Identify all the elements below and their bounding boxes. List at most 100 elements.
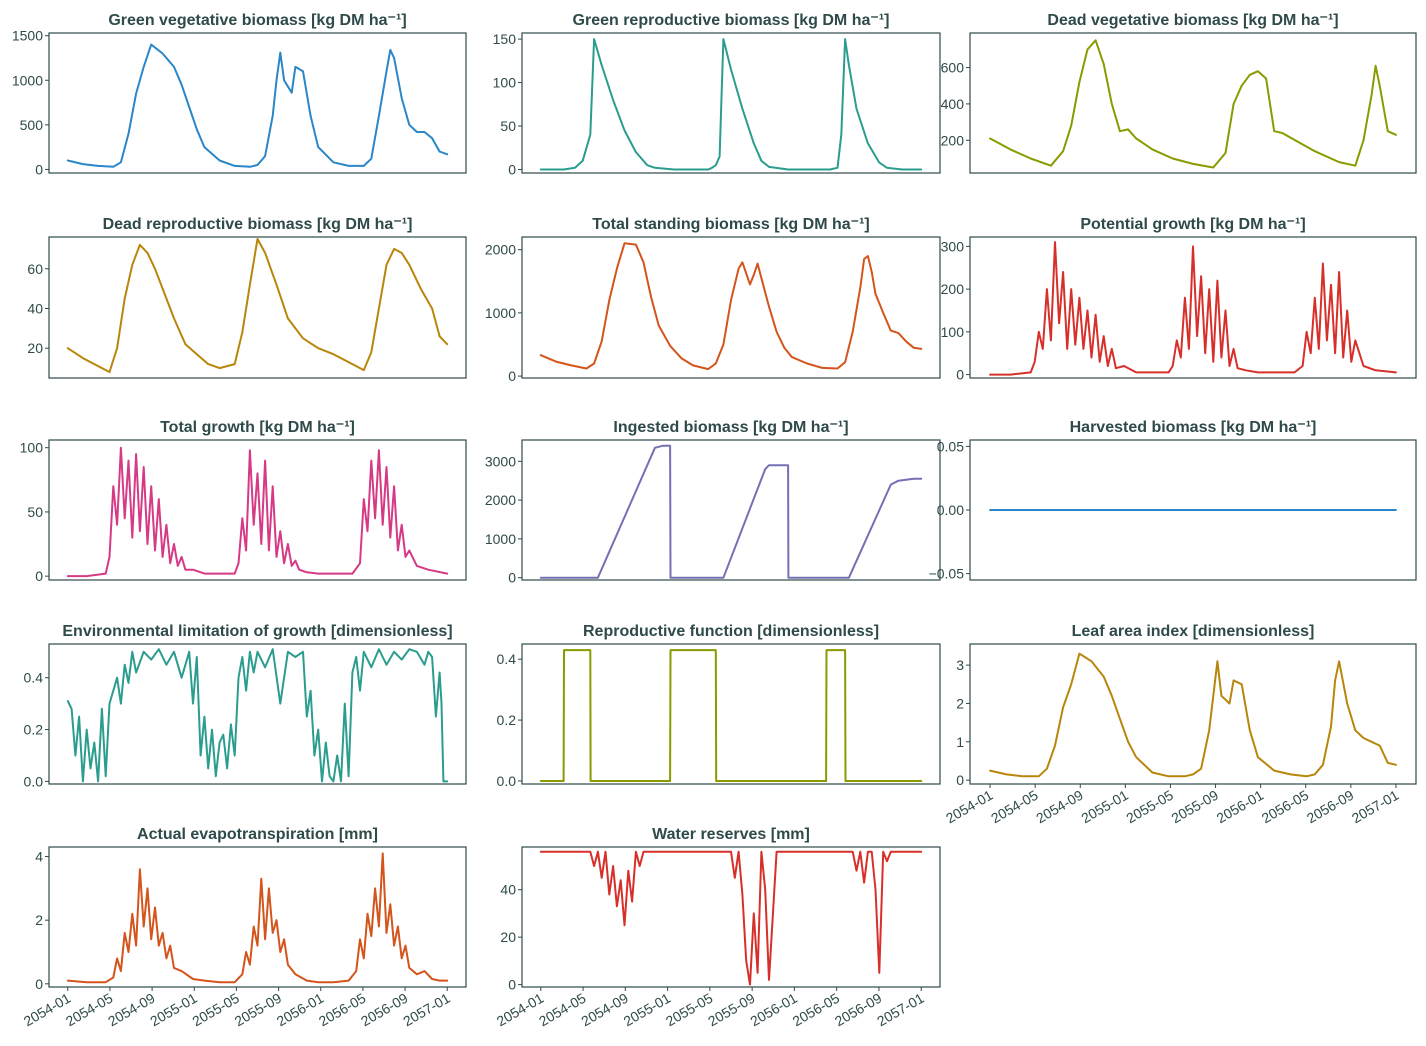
chart-3-ytick-label: 400 — [941, 96, 965, 112]
chart-10: Environmental limitation of growth [dime… — [24, 623, 467, 789]
chart-13-xtick-label: 2055-01 — [147, 990, 200, 1030]
chart-14-xtick-label: 2057-01 — [874, 990, 927, 1030]
chart-6-ytick-label: 0 — [956, 367, 964, 383]
chart-8-ytick-label: 1000 — [485, 531, 516, 547]
chart-14-xtick-label: 2054-01 — [494, 990, 547, 1030]
chart-14-series-line — [539, 850, 923, 986]
chart-5-ytick-label: 2000 — [485, 242, 516, 258]
chart-6-ytick-label: 300 — [941, 238, 965, 254]
chart-5-frame — [521, 236, 941, 379]
chart-9-title: Harvested biomass [kg DM ha⁻¹] — [1070, 419, 1317, 436]
chart-13-ytick-label: 2 — [35, 912, 43, 928]
chart-1-ytick-label: 1500 — [12, 28, 43, 44]
chart-12: Leaf area index [dimensionless] 0 1 2 3 2054-… — [943, 623, 1417, 827]
chart-9-ytick-label: 0.00 — [937, 502, 964, 518]
chart-1-ytick-label: 1000 — [12, 72, 43, 88]
chart-3-ytick-label: 600 — [941, 60, 965, 76]
chart-13: Actual evapotranspiration [mm] 0 2 4 2054-01… — [21, 826, 467, 1030]
chart-5-ytick-label: 1000 — [485, 305, 516, 321]
chart-6-frame — [969, 236, 1417, 379]
chart-13-title: Actual evapotranspiration [mm] — [137, 826, 378, 843]
chart-8-ytick-label: 2000 — [485, 492, 516, 508]
chart-2-ytick-label: 150 — [493, 31, 517, 47]
chart-5-ytick-label: 0 — [508, 368, 516, 384]
chart-4-series-line — [66, 238, 449, 373]
chart-11-ytick-label: 0.0 — [497, 773, 517, 789]
chart-8-series-line — [539, 444, 923, 579]
chart-14-xtick-label: 2056-09 — [832, 990, 885, 1030]
chart-4-ytick-label: 60 — [27, 261, 43, 277]
chart-10-frame — [48, 643, 467, 785]
chart-12-ytick-label: 0 — [956, 772, 964, 788]
chart-9-ytick-label: 0.05 — [937, 438, 964, 454]
chart-14-xtick-label: 2056-01 — [747, 990, 800, 1030]
chart-10-ytick-label: 0.2 — [24, 722, 44, 738]
chart-2-ytick-label: 50 — [500, 118, 516, 134]
chart-13-xtick-label: 2056-01 — [274, 990, 327, 1030]
chart-8-ytick-label: 0 — [508, 570, 516, 586]
chart-14-ytick-label: 0 — [508, 977, 516, 993]
chart-12-xtick-label: 2054-09 — [1033, 787, 1086, 827]
chart-1-series-line — [66, 43, 449, 168]
chart-3-ytick-label: 200 — [941, 132, 965, 148]
chart-6-ytick-label: 200 — [941, 281, 965, 297]
chart-13-xtick-label: 2054-09 — [105, 990, 158, 1030]
chart-12-xtick-label: 2056-09 — [1304, 787, 1357, 827]
chart-12-frame — [969, 643, 1417, 785]
chart-13-xtick-label: 2054-01 — [21, 990, 74, 1030]
chart-12-ytick-label: 1 — [956, 734, 964, 750]
chart-1-frame — [48, 32, 467, 174]
chart-14-ytick-label: 20 — [500, 929, 516, 945]
chart-8-frame — [521, 439, 941, 581]
chart-3-title: Dead vegetative biomass [kg DM ha⁻¹] — [1047, 12, 1338, 29]
chart-5-title: Total standing biomass [kg DM ha⁻¹] — [592, 216, 870, 233]
chart-11: Reproductive function [dimensionless] 0.0… — [497, 623, 941, 789]
chart-13-ytick-label: 4 — [35, 849, 43, 865]
chart-12-ytick-label: 3 — [956, 657, 964, 673]
chart-7-series-line — [66, 446, 449, 578]
chart-12-xtick-label: 2056-01 — [1214, 787, 1267, 827]
chart-12-xtick-label: 2054-05 — [988, 787, 1041, 827]
chart-2-title: Green reproductive biomass [kg DM ha⁻¹] — [573, 12, 890, 29]
chart-4-frame — [48, 236, 467, 379]
chart-1-ytick-label: 500 — [20, 117, 44, 133]
chart-13-xtick-label: 2057-01 — [400, 990, 453, 1030]
chart-12-xtick-label: 2055-05 — [1123, 787, 1176, 827]
chart-11-ytick-label: 0.2 — [497, 712, 517, 728]
chart-8-ytick-label: 3000 — [485, 453, 516, 469]
chart-14-xtick-label: 2055-05 — [663, 990, 716, 1030]
chart-12-xtick-label: 2057-01 — [1349, 787, 1402, 827]
chart-6-series-line — [989, 241, 1397, 376]
chart-12-xtick-label: 2055-09 — [1169, 787, 1222, 827]
chart-3-series-line — [989, 39, 1397, 169]
chart-11-title: Reproductive function [dimensionless] — [583, 623, 879, 640]
chart-7-ytick-label: 50 — [27, 504, 43, 520]
chart-10-series-line — [66, 648, 449, 783]
chart-14-frame — [521, 846, 941, 988]
chart-13-xtick-label: 2056-09 — [358, 990, 411, 1030]
chart-7-title: Total growth [kg DM ha⁻¹] — [160, 419, 355, 436]
chart-4: Dead reproductive biomass [kg DM ha⁻¹] 20… — [27, 216, 467, 379]
chart-11-frame — [521, 643, 941, 785]
chart-2: Green reproductive biomass [kg DM ha⁻¹] 0… — [493, 12, 941, 178]
chart-10-title: Environmental limitation of growth [dime… — [62, 623, 452, 640]
chart-12-xtick-label: 2055-01 — [1078, 787, 1131, 827]
chart-4-title: Dead reproductive biomass [kg DM ha⁻¹] — [103, 216, 413, 233]
chart-14-ytick-label: 40 — [500, 882, 516, 898]
chart-3-frame — [969, 32, 1417, 174]
chart-14-xtick-label: 2054-05 — [536, 990, 589, 1030]
chart-14-title: Water reserves [mm] — [652, 826, 810, 843]
chart-7-ytick-label: 0 — [35, 568, 43, 584]
chart-13-frame — [48, 846, 467, 988]
chart-5: Total standing biomass [kg DM ha⁻¹] 0 1000… — [485, 216, 941, 384]
chart-14-xtick-label: 2055-09 — [705, 990, 758, 1030]
chart-1-title: Green vegetative biomass [kg DM ha⁻¹] — [108, 12, 406, 29]
chart-6-title: Potential growth [kg DM ha⁻¹] — [1080, 216, 1305, 233]
chart-4-ytick-label: 40 — [27, 300, 43, 316]
chart-8: Ingested biomass [kg DM ha⁻¹] 0 1000 2000 30… — [485, 419, 941, 586]
chart-11-series-line — [539, 649, 923, 782]
chart-5-series-line — [539, 242, 923, 371]
chart-14-xtick-label: 2055-01 — [621, 990, 674, 1030]
